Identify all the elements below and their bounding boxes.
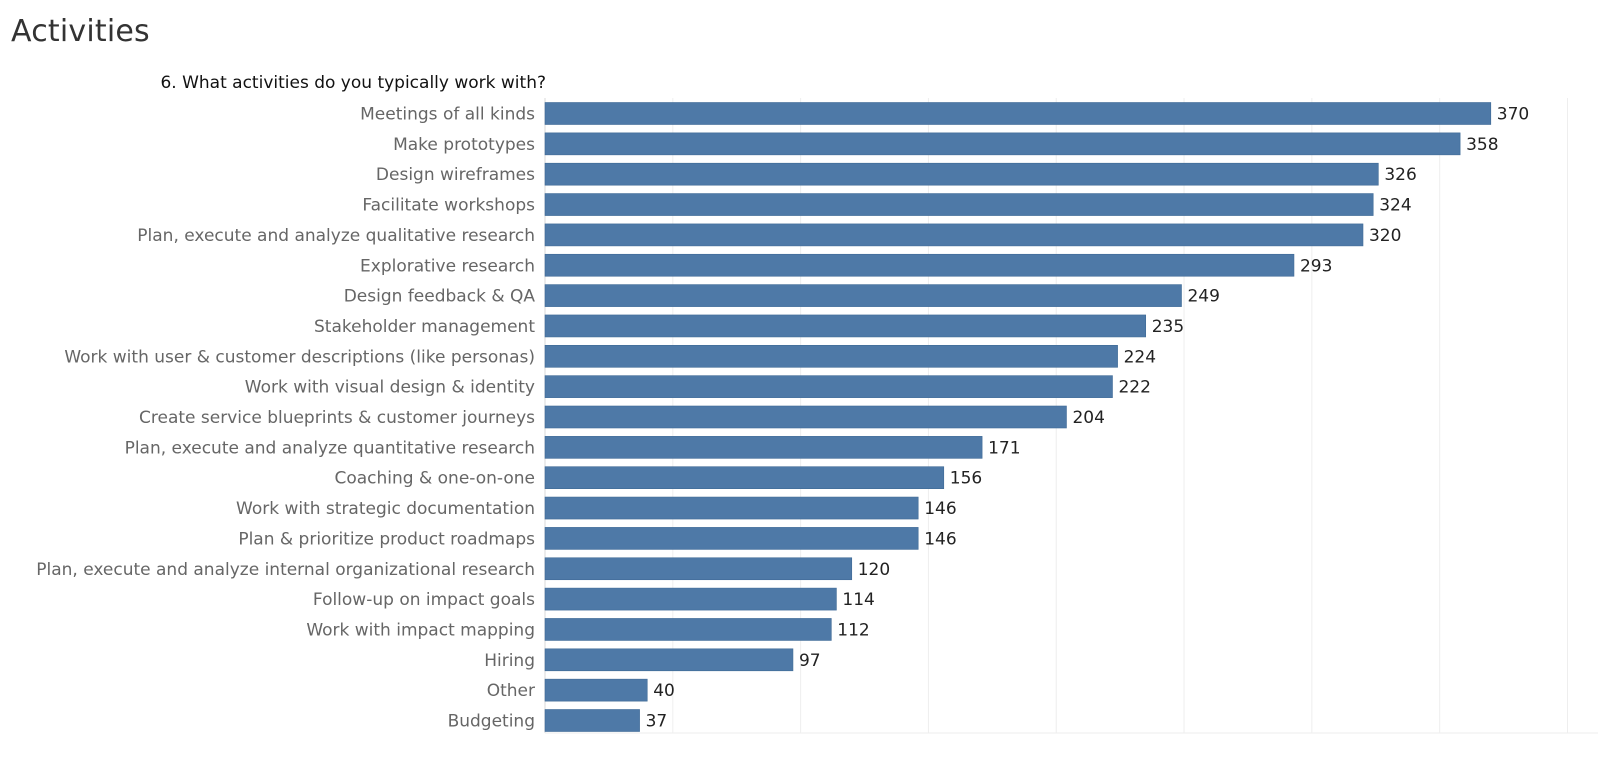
value-label: 40 — [653, 681, 675, 701]
bar[interactable] — [544, 618, 832, 641]
category-label: Follow-up on impact goals — [313, 590, 535, 610]
value-label: 204 — [1072, 408, 1104, 428]
category-label: Work with visual design & identity — [245, 378, 535, 398]
bar[interactable] — [544, 102, 1492, 125]
value-label: 97 — [799, 651, 821, 671]
value-label: 249 — [1187, 287, 1219, 307]
category-label: Work with user & customer descriptions (… — [64, 347, 535, 367]
bar[interactable] — [544, 284, 1182, 307]
category-label: Design wireframes — [376, 165, 535, 185]
bar[interactable] — [544, 466, 945, 490]
bar[interactable] — [544, 405, 1067, 429]
value-label: 235 — [1152, 317, 1184, 337]
category-label: Coaching & one-on-one — [334, 469, 535, 489]
bars — [544, 102, 1492, 732]
bar[interactable] — [544, 314, 1147, 338]
category-label: Budgeting — [448, 712, 535, 732]
category-label: Plan, execute and analyze quantitative r… — [125, 438, 535, 458]
bar[interactable] — [544, 678, 648, 702]
category-label: Stakeholder management — [314, 317, 535, 337]
category-label: Hiring — [484, 651, 535, 671]
value-label: 114 — [842, 590, 874, 610]
value-label: 171 — [988, 438, 1020, 458]
category-label: Work with strategic documentation — [236, 499, 535, 519]
category-label: Plan & prioritize product roadmaps — [238, 529, 535, 549]
bar[interactable] — [544, 162, 1379, 186]
bar[interactable] — [544, 223, 1364, 247]
value-label: 293 — [1300, 256, 1332, 276]
bar[interactable] — [544, 436, 983, 459]
value-label: 358 — [1466, 135, 1498, 155]
category-label: Create service blueprints & customer jou… — [139, 408, 535, 428]
category-label: Other — [487, 681, 535, 701]
bar[interactable] — [544, 709, 640, 732]
category-label: Facilitate workshops — [362, 196, 535, 216]
value-label: 370 — [1497, 105, 1529, 125]
bar[interactable] — [544, 496, 919, 520]
bar[interactable] — [544, 587, 837, 611]
bar[interactable] — [544, 527, 919, 550]
value-label: 37 — [646, 712, 668, 732]
value-label: 222 — [1118, 378, 1150, 398]
value-label: 224 — [1124, 347, 1156, 367]
category-label: Plan, execute and analyze internal organ… — [36, 560, 535, 580]
category-labels: Meetings of all kinds Make prototypes Desi… — [36, 105, 535, 732]
bar[interactable] — [544, 344, 1118, 368]
value-label: 146 — [924, 499, 956, 519]
value-label: 146 — [924, 529, 956, 549]
bar[interactable] — [544, 253, 1295, 277]
category-label: Design feedback & QA — [344, 287, 536, 307]
chart-title: 6. What activities do you typically work… — [160, 73, 546, 93]
category-label: Work with impact mapping — [306, 620, 535, 640]
value-label: 120 — [858, 560, 890, 580]
bar[interactable] — [544, 193, 1374, 216]
bar[interactable] — [544, 557, 853, 581]
value-label: 320 — [1369, 226, 1401, 246]
bar[interactable] — [544, 375, 1113, 398]
value-label: 156 — [950, 469, 982, 489]
value-label: 112 — [837, 620, 869, 640]
category-label: Plan, execute and analyze qualitative re… — [137, 226, 535, 246]
value-label: 326 — [1384, 165, 1416, 185]
category-label: Make prototypes — [393, 135, 535, 155]
bar[interactable] — [544, 132, 1461, 156]
category-label: Explorative research — [360, 256, 535, 276]
value-label: 324 — [1379, 196, 1411, 216]
category-label: Meetings of all kinds — [360, 105, 535, 125]
page-title: Activities — [11, 14, 150, 49]
bar[interactable] — [544, 648, 794, 672]
